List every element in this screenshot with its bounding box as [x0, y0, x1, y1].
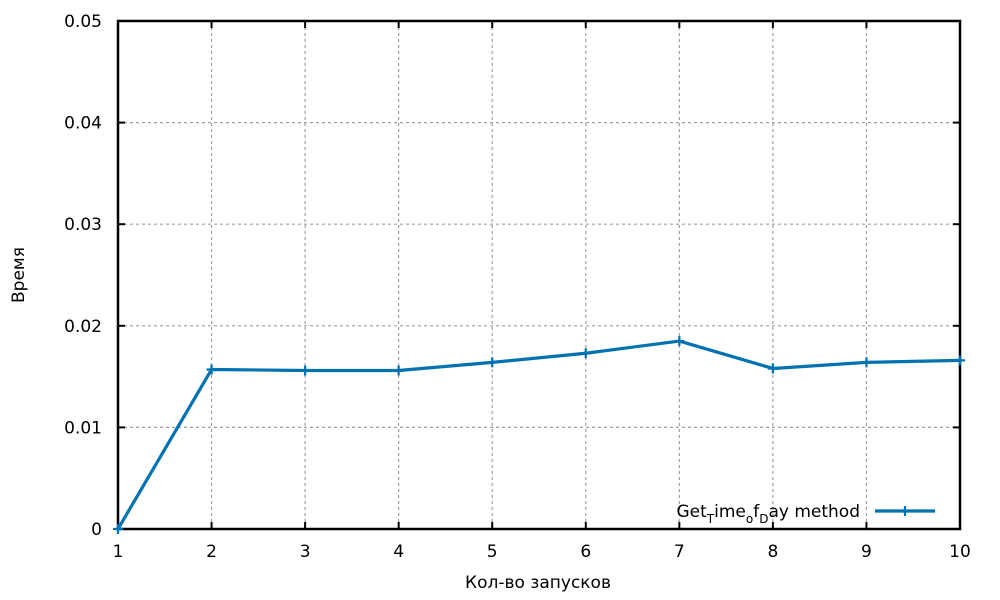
x-tick-label: 1 [113, 542, 124, 562]
legend-label-part: o [746, 512, 753, 526]
x-tick-label: 5 [487, 542, 498, 562]
legend-marker [900, 506, 910, 516]
x-tick-label: 3 [300, 542, 311, 562]
data-point [674, 336, 685, 347]
data-point [300, 365, 311, 376]
y-tick-label: 0.04 [64, 114, 102, 134]
x-axis-title: Кол-во запусков [465, 573, 611, 593]
data-point [767, 363, 778, 374]
x-tick-label: 9 [861, 542, 872, 562]
legend-label-part: Get [676, 502, 707, 522]
x-tick-label: 2 [206, 542, 217, 562]
data-point [955, 355, 965, 366]
data-point [206, 364, 217, 375]
series-line [116, 339, 961, 530]
y-tick-label: 0.02 [64, 317, 102, 337]
x-tick-label: 8 [767, 542, 778, 562]
grid [118, 21, 960, 529]
data-point [487, 357, 498, 368]
x-tick-label: 6 [580, 542, 591, 562]
legend-label-part: f [753, 502, 760, 522]
data-point [580, 348, 591, 359]
y-axis-title: Время [9, 247, 29, 303]
legend-label: GetTimeofDay method [676, 502, 860, 526]
data-point [113, 524, 123, 534]
legend-label-part: D [759, 512, 768, 526]
y-tick-label: 0.03 [64, 215, 102, 235]
x-tick-label: 7 [674, 542, 685, 562]
legend-label-part: T [706, 512, 715, 526]
x-tick-label: 4 [393, 542, 404, 562]
x-tick-label: 10 [949, 542, 971, 562]
y-tick-label: 0.01 [64, 418, 102, 438]
y-tick-label: 0.05 [64, 12, 102, 32]
axes: 1 2 3 4 5 6 7 8 9 10 0 0.01 0.02 0.03 0.04 0.05 [64, 12, 971, 562]
series-layer [113, 336, 965, 534]
legend: GetTimeofDay method [676, 502, 935, 526]
data-point [393, 365, 404, 376]
data-point [861, 357, 872, 368]
y-tick-label: 0 [91, 520, 102, 540]
legend-label-part: ay method [768, 502, 860, 522]
legend-label-part: ime [714, 502, 746, 522]
plot-border [116, 19, 962, 531]
